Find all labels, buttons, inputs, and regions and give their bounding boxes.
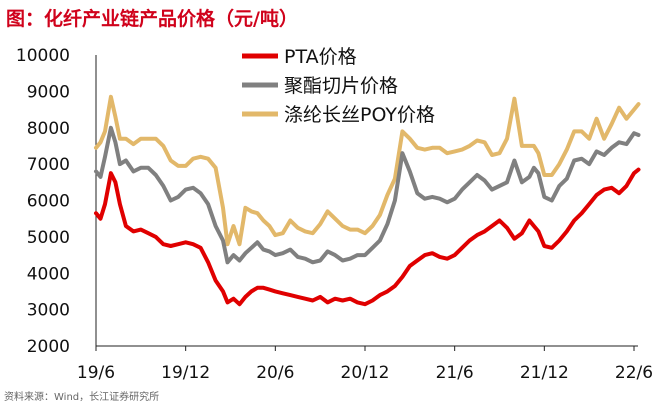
y-tick-label: 10000: [16, 46, 70, 66]
series-line-1: [94, 125, 641, 265]
series-line-2: [94, 94, 641, 247]
source-note: 资料来源：Wind，长江证券研究所: [4, 392, 160, 403]
legend-label: 涤纶长丝POY价格: [284, 104, 435, 126]
x-tick-label: 22/6: [615, 363, 653, 383]
x-tick-label: 20/6: [256, 363, 294, 383]
y-tick-label: 4000: [27, 264, 70, 284]
legend-label: PTA价格: [284, 46, 357, 68]
x-tick-label: 19/12: [161, 363, 210, 383]
y-axis: 10000 9000 8000 7000 6000 5000 4000 3000 2000: [16, 46, 97, 357]
series-line-0: [94, 167, 641, 307]
y-tick-label: 2000: [27, 337, 70, 357]
y-tick-label: 3000: [27, 301, 70, 321]
x-tick-label: 19/6: [77, 363, 115, 383]
y-tick-label: 8000: [27, 119, 70, 139]
series-lines: [94, 94, 641, 307]
legend-label: 聚酯切片价格: [284, 75, 398, 97]
x-axis: 19/6 19/12 20/6 20/12 21/6 21/12 22/6: [77, 345, 653, 383]
x-tick-label: 21/6: [436, 363, 474, 383]
x-tick-label: 20/12: [341, 363, 390, 383]
y-tick-label: 9000: [27, 82, 70, 102]
y-tick-label: 6000: [27, 192, 70, 212]
y-tick-label: 5000: [27, 228, 70, 248]
y-tick-label: 7000: [27, 155, 70, 175]
x-tick-label: 21/12: [520, 363, 569, 383]
chart-title: 图：化纤产业链产品价格（元/吨）: [6, 8, 298, 30]
